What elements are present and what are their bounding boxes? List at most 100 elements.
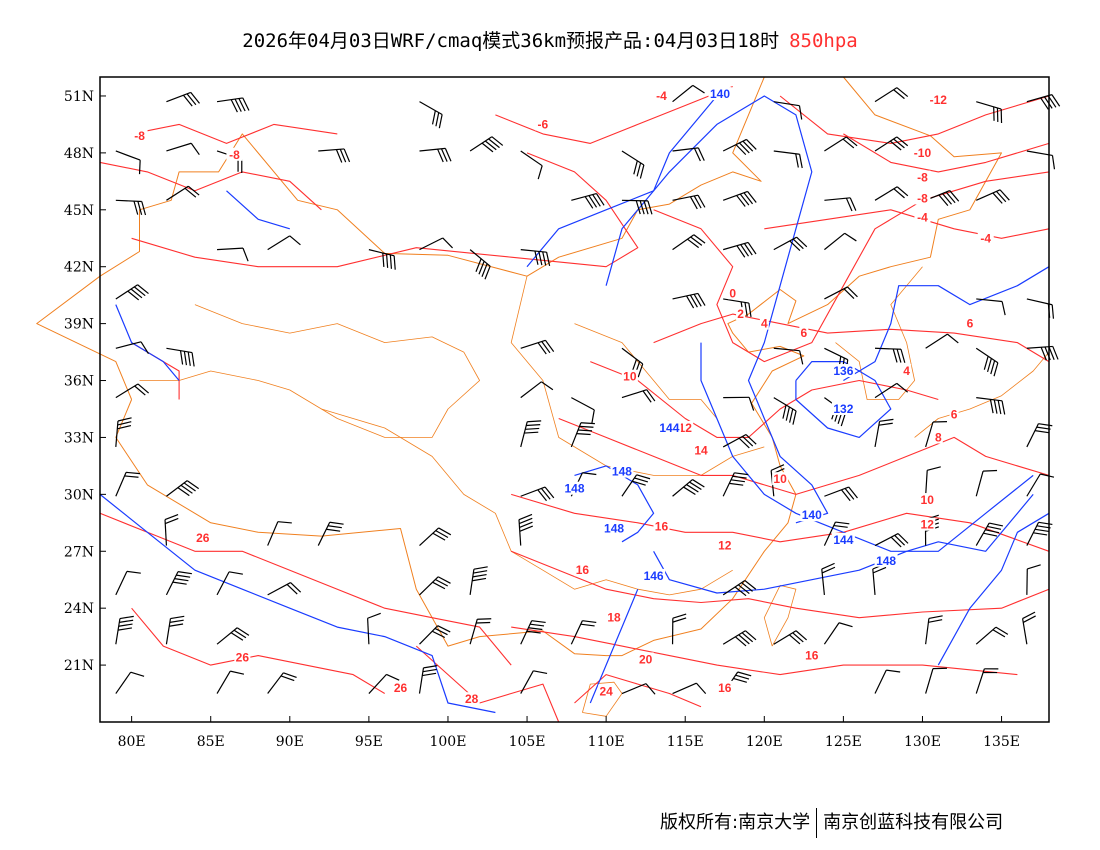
wind-barb (419, 237, 454, 251)
geopotential-height-contour (526, 95, 718, 268)
wind-barb (570, 422, 595, 448)
wind-barb (823, 622, 853, 645)
japan-coast (914, 351, 1050, 438)
wind-barb (115, 570, 141, 596)
temperature-isotherm (653, 313, 1050, 363)
lat-tick-label: 33N (64, 430, 94, 446)
wind-barb (773, 150, 803, 169)
wind-barb (723, 396, 755, 411)
temperature-label: 6 (967, 317, 974, 331)
temperature-isotherm (590, 361, 939, 438)
wind-barb (267, 235, 301, 251)
wind-barb (925, 333, 959, 349)
wind-barb (773, 630, 808, 645)
china-boundary (115, 76, 1002, 657)
lat-tick-label: 36N (64, 374, 94, 390)
temperature-isotherm (574, 674, 702, 708)
wind-barb (976, 189, 1010, 204)
temperature-label: -10 (914, 146, 932, 160)
wind-barb (672, 147, 705, 162)
wind-barb (976, 298, 1006, 316)
temperature-isotherm (99, 512, 512, 666)
taiwan-coast (763, 585, 797, 647)
province-boundary (574, 323, 718, 419)
height-label: 140 (710, 87, 730, 101)
wind-barb (367, 612, 381, 645)
geopotential-height-contour (700, 342, 1034, 552)
temperature-label: 4 (761, 317, 768, 331)
temperature-label: 20 (639, 652, 653, 666)
wind-barb (216, 627, 250, 645)
wind-barb (267, 521, 292, 546)
wind-barb (166, 347, 195, 367)
wind-barb (165, 571, 192, 596)
temperature-label: 16 (805, 649, 819, 663)
temperature-label: 10 (921, 493, 935, 507)
wind-barb (115, 417, 132, 447)
wind-barb (925, 190, 960, 207)
lat-tick-label: 30N (64, 487, 94, 503)
footer-separator (816, 808, 818, 838)
wind-barb (975, 522, 1004, 546)
geopotential-height-contour (99, 493, 496, 714)
pressure-level: 850hpa (789, 30, 858, 52)
wind-barb (419, 625, 451, 645)
wind-barb (823, 521, 850, 546)
temperature-isotherm (495, 85, 733, 144)
wind-barb (115, 341, 150, 354)
wind-barb (722, 434, 757, 449)
height-label: 144 (659, 421, 679, 435)
wind-barb (824, 136, 858, 152)
lon-tick-label: 120E (746, 734, 783, 750)
temperature-label: 0 (729, 286, 736, 300)
axis-ticks: 80E 85E 90E 95E 100E 105E 110E 115E 120E 125E 130E… (64, 89, 1020, 750)
wind-barb (874, 186, 909, 201)
copyright-footer: 版权所有:南京大学 南京创蓝科技有限公司 (660, 808, 1003, 838)
wind-barb (368, 673, 400, 694)
temperature-label: -4 (917, 210, 928, 224)
wind-barb (975, 469, 998, 497)
lon-tick-label: 80E (118, 734, 146, 750)
height-label: 136 (833, 364, 853, 378)
wind-barb (672, 292, 706, 309)
temperature-label: 6 (800, 326, 807, 340)
wind-barb (773, 347, 804, 365)
wind-barb (723, 241, 757, 258)
geopotential-height-contour (605, 95, 829, 524)
wind-barb (621, 474, 651, 497)
temperature-isotherm (511, 493, 1050, 552)
temperature-label: -4 (656, 89, 667, 103)
lat-tick-label: 48N (64, 146, 94, 162)
wind-barb (520, 381, 554, 399)
height-label: 148 (612, 465, 632, 479)
wind-barb (419, 527, 452, 547)
height-label: 148 (604, 522, 624, 536)
wind-barb (824, 232, 857, 251)
wind-barb (115, 615, 134, 645)
wind-barb (571, 192, 605, 209)
lat-tick-label: 21N (64, 658, 94, 674)
wind-barb (874, 347, 906, 363)
hainan-coast (582, 681, 623, 717)
wind-barb (722, 580, 757, 597)
lat-tick-label: 51N (64, 89, 94, 105)
temperature-label: 8 (935, 430, 942, 444)
korea-coast (835, 266, 923, 400)
temperature-label: -8 (134, 129, 145, 143)
wind-barb (115, 383, 150, 399)
wind-barb (1022, 611, 1036, 645)
wind-barb (419, 101, 443, 129)
lat-tick-label: 42N (64, 260, 94, 276)
temperature-label: 12 (679, 421, 693, 435)
wind-barb (621, 683, 656, 695)
wind-barb (217, 247, 249, 262)
lon-tick-label: 130E (904, 734, 941, 750)
wind-barb (722, 190, 757, 207)
temperature-label: 26 (394, 681, 408, 695)
wind-barb (672, 234, 706, 251)
temperature-isotherm (764, 209, 1050, 239)
wind-barb (722, 630, 757, 647)
wind-barb (216, 97, 250, 113)
wind-barb (368, 249, 396, 270)
